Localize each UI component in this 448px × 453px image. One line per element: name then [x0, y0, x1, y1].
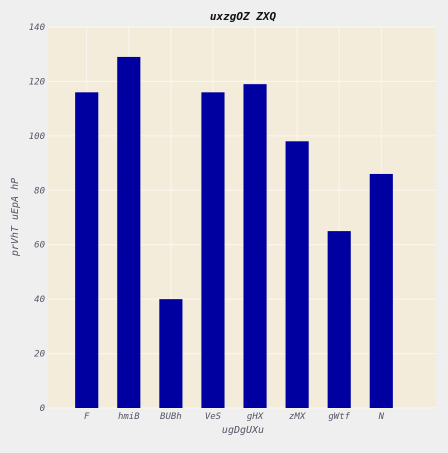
y-tick-label: 100 — [29, 132, 45, 142]
y-axis-label: prVhT uEpA hP — [10, 178, 21, 257]
x-tick-label: VeS — [205, 412, 222, 422]
y-tick-label: 40 — [34, 295, 45, 305]
x-tick-label: gHX — [247, 412, 264, 422]
y-tick-label: 120 — [29, 77, 45, 87]
x-tick-label: zMX — [289, 412, 306, 422]
bar-F — [75, 92, 99, 409]
bars — [75, 56, 393, 409]
bar-BUBh — [159, 299, 183, 408]
x-axis-label: ugDgUXu — [222, 425, 264, 436]
bar-VeS — [201, 92, 225, 409]
chart-title: uxzgOZ ZXQ — [210, 10, 277, 23]
x-tick-label: BUBh — [160, 412, 182, 422]
bar-N — [369, 173, 393, 408]
bar-hmiB — [117, 56, 141, 408]
y-tick-label: 80 — [34, 186, 45, 196]
y-tick-label: 0 — [40, 404, 45, 414]
y-tick-label: 140 — [29, 23, 45, 33]
y-axis-tick-labels: 0 20 40 60 80 100 120 140 — [29, 23, 45, 414]
bar-gWtf — [327, 231, 351, 408]
x-tick-label: gWtf — [328, 412, 350, 422]
x-tick-label: F — [84, 412, 90, 422]
y-tick-label: 20 — [34, 350, 45, 360]
bar-zMX — [285, 141, 309, 409]
x-tick-label: N — [378, 412, 385, 422]
y-tick-label: 60 — [34, 241, 45, 251]
x-tick-label: hmiB — [118, 412, 140, 422]
bar-gHX — [243, 84, 267, 409]
